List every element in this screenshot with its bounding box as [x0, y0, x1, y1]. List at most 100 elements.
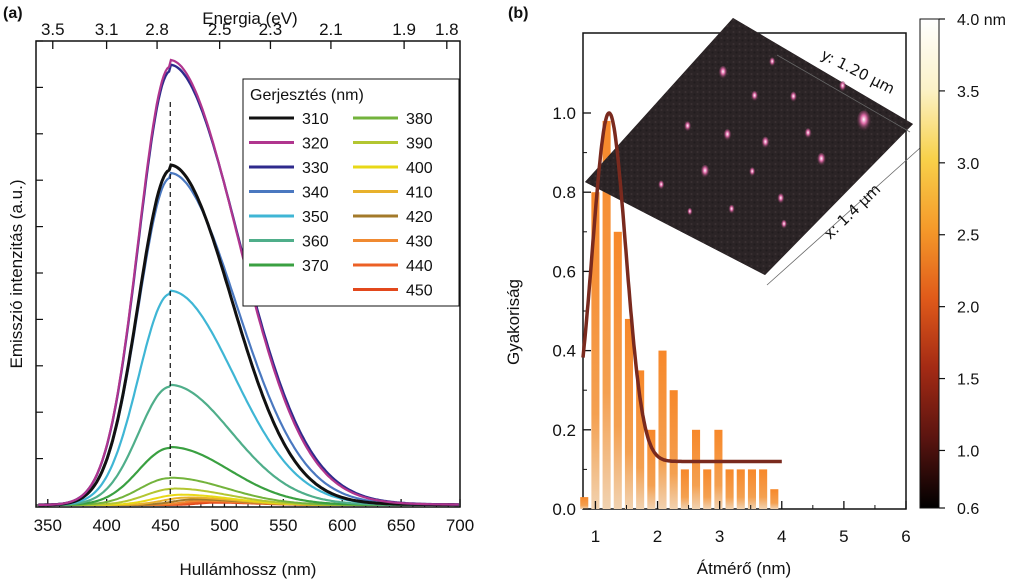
inset-x-axis [766, 147, 921, 286]
afm-peak [761, 136, 770, 150]
top-tick-label: 1.8 [435, 20, 459, 39]
histogram-bar [591, 192, 600, 509]
afm-peak [804, 128, 812, 140]
afm-peak [658, 180, 665, 191]
x-tick-label-b: 4 [777, 527, 786, 546]
top-tick-label: 3.1 [95, 20, 119, 39]
top-tick-label: 2.3 [259, 20, 283, 39]
x-tick-label-a: 400 [92, 516, 120, 535]
x-tick-label-a: 600 [328, 516, 356, 535]
legend-label: 390 [406, 136, 433, 153]
axis-ticks-b: 1 2 3 4 5 6 0.0 0.2 0.4 0.6 0.8 1.0 [552, 104, 910, 546]
x-tick-label-a: 700 [446, 516, 474, 535]
colorbar [919, 18, 940, 509]
histogram-bars [580, 120, 779, 510]
x-tick-label-b: 5 [839, 527, 848, 546]
afm-peak [769, 57, 776, 68]
y-tick-label-b: 0.4 [552, 342, 576, 361]
inset-y-axis [776, 54, 911, 133]
afm-peak [789, 91, 798, 103]
histogram-bar [725, 469, 734, 509]
histogram-bar [770, 489, 779, 509]
histogram-bar [669, 390, 678, 509]
afm-peak [777, 193, 785, 205]
histogram-bar [703, 469, 712, 509]
colorbar-tick-label: 1.5 [957, 372, 979, 389]
legend-label: 450 [406, 283, 433, 300]
histogram-bar [714, 429, 723, 509]
panel-a: (a) Energia (eV) 350 400 450 500 550 600 650 70… [3, 5, 474, 579]
histogram-bar [580, 497, 589, 509]
x-tick-label-a: 450 [151, 516, 179, 535]
colorbar-tick-label: 4.0 nm [957, 12, 1006, 29]
y-axis-label-a: Emisszió intenzitás (a.u.) [7, 180, 26, 369]
afm-peak [780, 219, 788, 230]
legend-title: Gerjesztés (nm) [250, 87, 364, 104]
colorbar-tick-label: 1.0 [957, 443, 979, 460]
histogram-bar [747, 469, 756, 509]
colorbar-tick-label: 2.0 [957, 300, 979, 317]
y-axis-label-b: Gyakoriság [504, 279, 523, 365]
afm-peak [856, 110, 871, 133]
y-tick-label-b: 0.0 [552, 500, 576, 519]
colorbar-tick-label: 0.6 [957, 501, 979, 518]
legend-label: 350 [302, 209, 329, 226]
legend-label: 410 [406, 185, 433, 202]
emission-curve-310 [38, 163, 459, 507]
afm-peak [749, 167, 756, 178]
legend-label: 430 [406, 234, 433, 251]
legend-label: 370 [302, 258, 329, 275]
y-tick-label-b: 0.6 [552, 262, 576, 281]
colorbar-tick-label: 3.5 [957, 84, 979, 101]
top-tick-label: 2.8 [145, 20, 169, 39]
top-axis-label: Energia (eV) [202, 9, 297, 28]
legend-label: 380 [406, 111, 433, 128]
afm-surface-texture [585, 18, 913, 275]
histogram-bar [624, 318, 634, 509]
legend-label: 310 [302, 111, 329, 128]
x-tick-label-a: 650 [387, 516, 415, 535]
histogram-bar [736, 469, 745, 509]
x-tick-label-b: 6 [901, 527, 910, 546]
afm-inset: y: 1.20 µm x: 1.4 µm [585, 18, 921, 286]
panel-b-label: (b) [508, 5, 528, 22]
legend-label: 340 [302, 185, 329, 202]
histogram-bar [647, 429, 656, 509]
histogram-bar [613, 231, 622, 510]
colorbar-tick-label: 3.0 [957, 156, 979, 173]
legend-label: 320 [302, 136, 329, 153]
x-tick-label-b: 3 [715, 527, 724, 546]
x-tick-label-a: 500 [210, 516, 238, 535]
legend-label: 420 [406, 209, 433, 226]
panel-a-label: (a) [3, 5, 23, 22]
afm-peak [816, 152, 826, 167]
afm-peak [839, 81, 847, 93]
y-tick-label-b: 0.2 [552, 421, 576, 440]
x-tick-label-b: 1 [591, 527, 600, 546]
panel-b: (b) 1 2 3 4 5 6 0.0 0.2 0.4 0.6 0.8 1.0 [504, 5, 1006, 578]
top-tick-label: 2.5 [208, 20, 232, 39]
afm-peak [684, 121, 692, 133]
top-tick-label: 3.5 [41, 20, 65, 39]
histogram-bar [692, 429, 701, 509]
histogram-bar [680, 469, 689, 509]
legend-label: 440 [406, 258, 433, 275]
x-tick-label-a: 550 [269, 516, 297, 535]
x-tick-label-a: 350 [34, 516, 62, 535]
y-ticks-a [36, 40, 43, 506]
histogram-bar [602, 120, 611, 510]
histogram-bar [759, 469, 768, 509]
y-tick-label-b: 0.8 [552, 183, 576, 202]
legend-label: 400 [406, 160, 433, 177]
afm-peak [728, 204, 735, 215]
afm-peak [750, 90, 759, 103]
top-tick-label: 1.9 [392, 20, 416, 39]
afm-peaks [658, 57, 871, 230]
histogram-bar [658, 350, 667, 509]
bottom-x-ticks: 350 400 450 500 550 600 650 700 [34, 499, 474, 535]
x-axis-label-b: Átmérő (nm) [697, 559, 791, 578]
legend-label: 330 [302, 160, 329, 177]
legend-label: 360 [302, 234, 329, 251]
histogram-bar [636, 370, 645, 509]
x-axis-label-a: Hullámhossz (nm) [180, 560, 317, 579]
